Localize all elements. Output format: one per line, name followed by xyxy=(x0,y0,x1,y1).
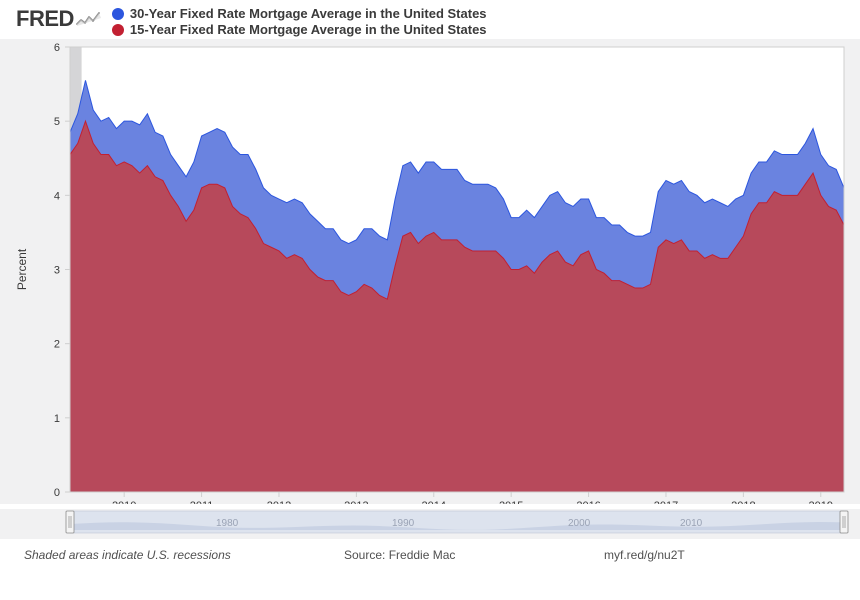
svg-text:2019: 2019 xyxy=(809,500,833,504)
legend-item-30yr: 30-Year Fixed Rate Mortgage Average in t… xyxy=(112,6,487,22)
svg-text:Percent: Percent xyxy=(15,248,29,290)
svg-text:0: 0 xyxy=(54,487,60,499)
chart-area: 0 1 2 3 4 5 6 2010 2011 2012 2013 2014 2015 2016 2017 2… xyxy=(0,39,860,544)
svg-text:2012: 2012 xyxy=(267,500,291,504)
legend-label-30yr: 30-Year Fixed Rate Mortgage Average in t… xyxy=(130,6,487,22)
legend-label-15yr: 15-Year Fixed Rate Mortgage Average in t… xyxy=(130,22,487,38)
footer-source: Source: Freddie Mac xyxy=(344,548,604,562)
legend-item-15yr: 15-Year Fixed Rate Mortgage Average in t… xyxy=(112,22,487,38)
svg-text:2011: 2011 xyxy=(190,500,214,504)
main-chart-svg[interactable]: 0 1 2 3 4 5 6 2010 2011 2012 2013 2014 2015 2016 2017 2… xyxy=(0,39,860,504)
svg-text:6: 6 xyxy=(54,42,60,54)
legend-swatch-15yr xyxy=(112,24,124,36)
svg-text:2015: 2015 xyxy=(499,500,523,504)
range-slider-svg[interactable]: 1980 1990 2000 2010 xyxy=(0,509,860,539)
svg-text:2014: 2014 xyxy=(422,500,446,504)
svg-text:2017: 2017 xyxy=(654,500,678,504)
fred-logo-text: FRED xyxy=(16,6,74,32)
svg-text:2018: 2018 xyxy=(731,500,755,504)
svg-text:2000: 2000 xyxy=(568,518,591,529)
svg-text:2016: 2016 xyxy=(576,500,600,504)
svg-text:2010: 2010 xyxy=(112,500,136,504)
svg-text:1990: 1990 xyxy=(392,518,415,529)
svg-text:3: 3 xyxy=(54,264,60,276)
svg-text:2013: 2013 xyxy=(344,500,368,504)
svg-text:2010: 2010 xyxy=(680,518,703,529)
fred-logo-wave-icon xyxy=(76,11,102,27)
svg-text:4: 4 xyxy=(54,190,60,202)
legend-swatch-30yr xyxy=(112,8,124,20)
chart-header: FRED 30-Year Fixed Rate Mortgage Average… xyxy=(0,0,860,39)
svg-text:1: 1 xyxy=(54,412,60,424)
footer-link: myf.red/g/nu2T xyxy=(604,548,840,562)
chart-footer: Shaded areas indicate U.S. recessions So… xyxy=(0,544,860,562)
chart-legend: 30-Year Fixed Rate Mortgage Average in t… xyxy=(112,6,487,39)
svg-text:1980: 1980 xyxy=(216,518,239,529)
footer-recession-note: Shaded areas indicate U.S. recessions xyxy=(24,548,344,562)
fred-logo: FRED xyxy=(16,6,102,32)
svg-text:5: 5 xyxy=(54,116,60,128)
svg-text:2: 2 xyxy=(54,338,60,350)
